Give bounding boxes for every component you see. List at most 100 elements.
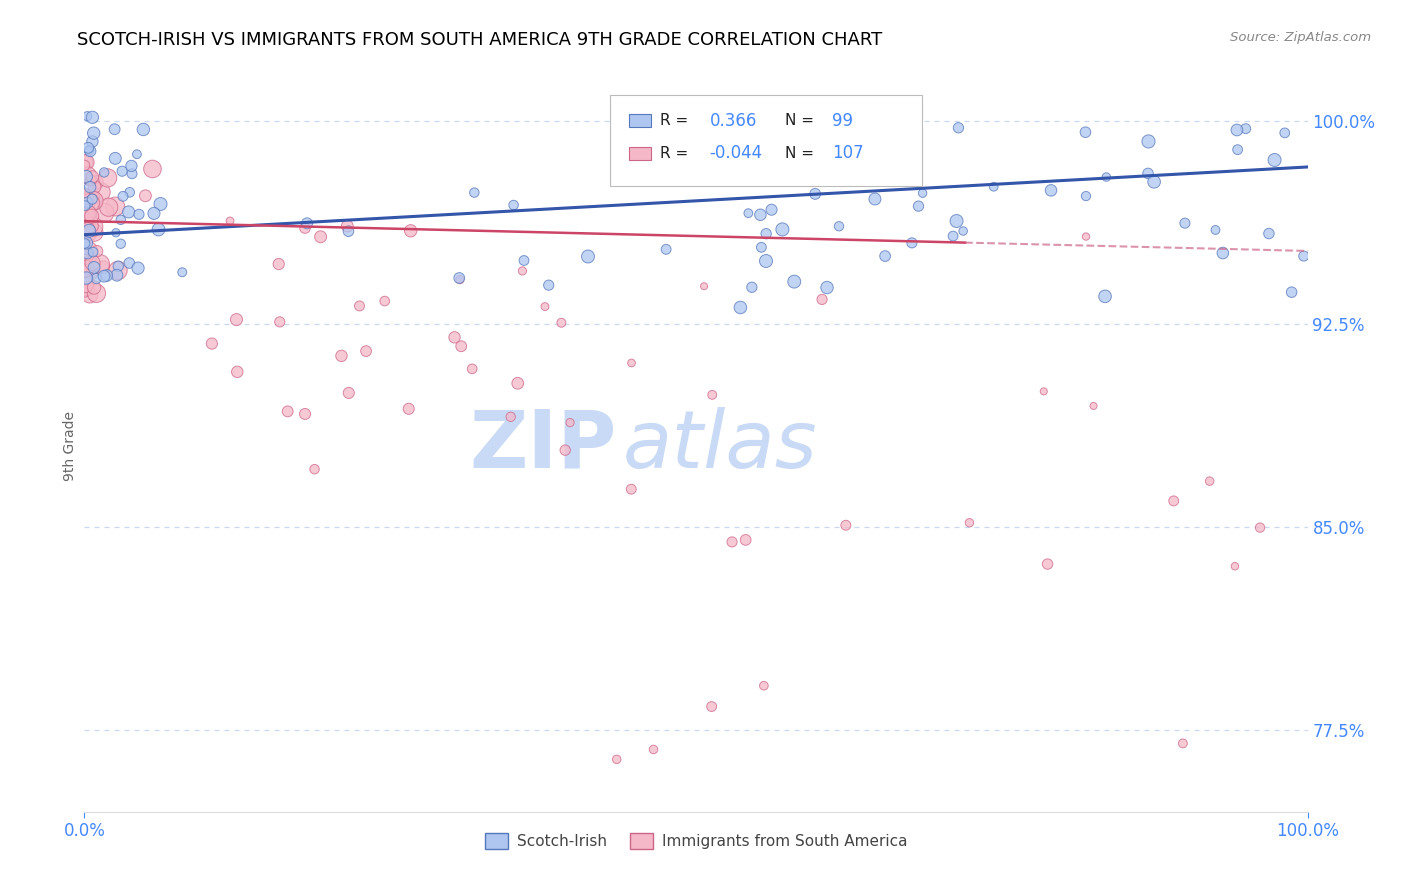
Point: [755, 227, 778, 241]
Point: [449, 271, 471, 285]
Point: [75, 155, 97, 169]
Point: [97, 200, 120, 214]
Point: [721, 535, 744, 549]
Point: [118, 186, 141, 200]
Point: [330, 349, 353, 363]
Point: [149, 197, 172, 211]
Point: [835, 118, 858, 132]
Point: [875, 249, 897, 263]
Point: [1274, 126, 1296, 140]
Point: [1074, 125, 1097, 139]
Point: [84, 271, 107, 285]
Point: [76, 246, 98, 260]
Point: [700, 699, 723, 714]
Point: [1212, 246, 1234, 260]
Point: [643, 742, 665, 756]
Point: [117, 205, 139, 219]
Point: [942, 229, 965, 244]
Point: [463, 186, 485, 200]
Point: [1226, 143, 1249, 157]
Point: [983, 179, 1005, 194]
Point: [783, 275, 806, 289]
Point: [172, 265, 194, 279]
Point: [734, 533, 756, 547]
Point: [374, 294, 396, 309]
Point: [512, 264, 534, 278]
Point: [835, 518, 858, 533]
Point: [83, 126, 105, 140]
Point: [142, 206, 165, 220]
Point: [77, 141, 100, 155]
Point: [80, 191, 103, 205]
Point: [730, 301, 752, 315]
Point: [96, 268, 118, 283]
Point: [863, 192, 886, 206]
Point: [77, 244, 100, 259]
Point: [75, 271, 97, 285]
FancyBboxPatch shape: [610, 95, 922, 186]
Point: [80, 219, 103, 233]
Text: R =: R =: [661, 113, 693, 128]
Point: [1032, 384, 1054, 399]
Point: [79, 196, 101, 211]
Point: [83, 260, 105, 275]
Point: [76, 281, 98, 295]
Point: [75, 252, 97, 267]
Point: [141, 161, 163, 176]
Point: [1249, 521, 1271, 535]
Point: [79, 210, 101, 224]
Point: [1205, 223, 1227, 237]
Point: [309, 229, 332, 244]
Point: [77, 224, 100, 238]
Point: [127, 261, 149, 276]
Point: [73, 158, 96, 172]
Point: [751, 240, 773, 254]
Text: SCOTCH-IRISH VS IMMIGRANTS FROM SOUTH AMERICA 9TH GRADE CORRELATION CHART: SCOTCH-IRISH VS IMMIGRANTS FROM SOUTH AM…: [77, 31, 883, 49]
Point: [1281, 285, 1303, 300]
Point: [1171, 736, 1194, 750]
Point: [761, 202, 783, 217]
Point: [814, 120, 837, 134]
Point: [1226, 123, 1249, 137]
Point: [97, 170, 120, 185]
Point: [82, 219, 104, 234]
Point: [80, 267, 103, 281]
Text: 99: 99: [832, 112, 853, 129]
Bar: [628, 147, 651, 160]
Point: [1143, 175, 1166, 189]
Text: N =: N =: [786, 146, 820, 161]
Point: [702, 388, 724, 402]
Point: [79, 288, 101, 302]
Point: [80, 251, 103, 265]
Point: [606, 752, 628, 766]
Point: [1040, 183, 1063, 197]
Point: [93, 269, 115, 284]
Point: [201, 336, 224, 351]
Point: [134, 188, 156, 202]
Point: [82, 192, 104, 206]
Text: 107: 107: [832, 145, 863, 162]
Point: [86, 286, 108, 301]
Point: [82, 135, 104, 149]
Point: [76, 207, 98, 221]
Point: [1223, 559, 1246, 574]
Point: [354, 344, 377, 359]
Point: [1174, 216, 1197, 230]
Point: [907, 199, 929, 213]
Point: [125, 147, 148, 161]
Point: [77, 222, 100, 236]
Point: [76, 195, 98, 210]
Point: [110, 236, 132, 251]
Point: [349, 299, 371, 313]
Point: [77, 197, 100, 211]
Point: [111, 164, 134, 178]
Point: [118, 256, 141, 270]
Point: [1074, 229, 1097, 244]
Point: [550, 316, 572, 330]
Point: [277, 404, 299, 418]
Point: [337, 385, 360, 400]
Point: [398, 401, 420, 416]
Text: N =: N =: [786, 113, 820, 128]
Point: [952, 224, 974, 238]
Point: [73, 253, 96, 268]
